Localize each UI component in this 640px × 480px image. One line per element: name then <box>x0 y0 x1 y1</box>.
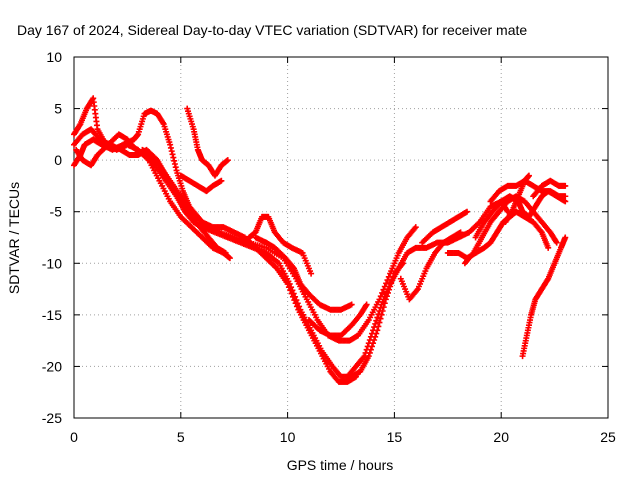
series-arc-5 <box>139 146 359 385</box>
data-point <box>362 349 369 356</box>
data-point <box>464 208 471 215</box>
data-point <box>222 249 229 256</box>
data-point <box>376 319 383 326</box>
data-point <box>368 330 375 337</box>
data-point <box>167 144 174 151</box>
y-tick-label: -20 <box>42 358 62 374</box>
data-point <box>348 301 355 308</box>
data-point <box>226 255 233 262</box>
y-tick-label: -10 <box>42 255 62 271</box>
data-point <box>291 297 298 304</box>
data-point <box>363 346 370 353</box>
y-tick-label: -5 <box>50 204 63 220</box>
data-point <box>377 315 384 322</box>
y-tick-label: 5 <box>54 101 62 117</box>
data-point <box>308 270 315 277</box>
data-point <box>292 300 299 307</box>
data-point <box>287 287 294 294</box>
x-tick-label: 20 <box>493 429 509 445</box>
data-point <box>412 224 419 231</box>
series-arc-18 <box>502 172 532 226</box>
data-point <box>285 284 292 291</box>
data-point <box>289 293 296 300</box>
data-point <box>167 141 174 148</box>
data-point <box>370 327 377 334</box>
data-point <box>562 193 569 200</box>
y-tick-label: -15 <box>42 307 62 323</box>
data-series <box>71 95 569 385</box>
data-point <box>169 151 176 158</box>
data-point <box>218 177 225 184</box>
data-point <box>361 353 368 360</box>
data-point <box>171 161 178 168</box>
data-point <box>545 244 552 251</box>
axis-ticks: 0 5 10 15 20 25 10 5 0 -5 -10 -15 -20 -25 <box>42 49 616 445</box>
data-point <box>457 229 464 236</box>
data-point <box>170 154 177 161</box>
data-point <box>364 343 371 350</box>
data-point <box>374 314 381 321</box>
x-tick-label: 10 <box>280 429 296 445</box>
series-arc-13 <box>419 208 471 246</box>
x-tick-label: 0 <box>70 429 78 445</box>
data-point <box>363 301 370 308</box>
data-point <box>372 320 379 327</box>
series-arc-16 <box>472 188 569 241</box>
data-point <box>171 157 178 164</box>
x-tick-label: 5 <box>177 429 185 445</box>
data-point <box>293 303 300 310</box>
data-point <box>525 172 532 179</box>
data-point <box>168 148 175 155</box>
data-point <box>375 311 382 318</box>
series-arc-8 <box>246 213 315 277</box>
data-point <box>373 317 380 324</box>
data-point <box>376 307 383 314</box>
data-point <box>288 290 295 297</box>
x-axis-label: GPS time / hours <box>287 457 394 473</box>
data-point <box>367 333 374 340</box>
data-point <box>562 198 569 205</box>
data-point <box>365 340 372 347</box>
data-point <box>224 157 231 164</box>
data-point <box>562 234 569 241</box>
series-arc-17 <box>487 177 569 205</box>
series-arc-6 <box>184 105 231 179</box>
x-tick-label: 25 <box>600 429 616 445</box>
data-point <box>366 336 373 343</box>
data-point <box>562 182 569 189</box>
series-arc-10 <box>305 301 370 339</box>
y-tick-label: 10 <box>46 49 62 65</box>
y-axis-label: SDTVAR / TECUs <box>6 182 22 294</box>
data-point <box>172 164 179 171</box>
series-arc-20 <box>530 177 569 200</box>
data-point <box>352 373 359 380</box>
series-arc-9 <box>252 234 355 313</box>
data-point <box>379 289 386 296</box>
y-tick-label: 0 <box>54 152 62 168</box>
plot-frame <box>73 56 609 419</box>
series-arc-19 <box>519 234 569 360</box>
data-point <box>371 324 378 331</box>
series-arc-12 <box>397 229 464 303</box>
y-tick-label: -25 <box>42 410 62 426</box>
series-arc-7 <box>177 172 225 195</box>
x-tick-label: 15 <box>387 429 403 445</box>
chart-title: Day 167 of 2024, Sidereal Day-to-day VTE… <box>17 22 527 38</box>
data-point <box>377 304 384 311</box>
data-point <box>284 280 291 287</box>
data-point <box>553 239 560 246</box>
